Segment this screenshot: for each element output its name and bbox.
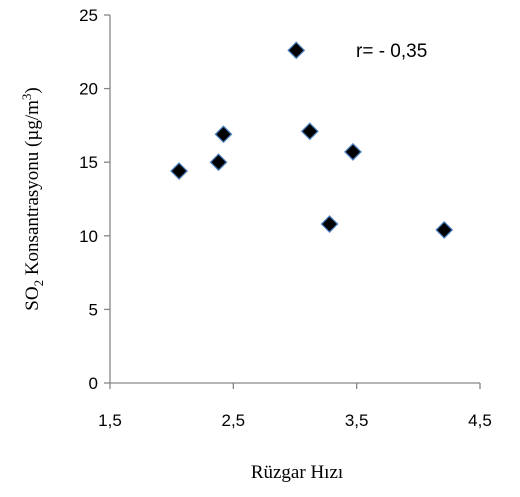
- y-tick-label: 15: [79, 153, 98, 172]
- data-point: [214, 125, 233, 144]
- correlation-annotation: r= - 0,35: [356, 41, 427, 62]
- data-point: [209, 153, 228, 172]
- y-tick-label: 0: [89, 374, 98, 393]
- y-tick-label: 10: [79, 227, 98, 246]
- y-tick-label: 25: [79, 6, 98, 25]
- y-tick-label: 5: [89, 300, 98, 319]
- y-axis-title-superscript: 3: [19, 94, 34, 101]
- data-points: [170, 41, 454, 239]
- x-tick-label: 2,5: [222, 411, 246, 430]
- data-point: [435, 220, 454, 239]
- x-tick-label: 4,5: [468, 411, 492, 430]
- data-point: [344, 142, 362, 161]
- y-axis-title-suffix: Konsantrasyonu (µg/m: [22, 100, 43, 280]
- y-axis-title-close: ): [22, 87, 43, 93]
- x-axis-title: Rüzgar Hızı: [251, 462, 343, 483]
- data-point: [287, 41, 306, 60]
- data-point: [320, 215, 339, 233]
- y-axis-title-subscript: 2: [31, 280, 46, 287]
- x-tick-group: 1,5 2,5 3,5 4,5: [98, 383, 492, 430]
- y-axis-title: SO2 Konsantrasyonu (µg/m3): [19, 87, 46, 310]
- x-tick-label: 1,5: [98, 411, 122, 430]
- y-tick-group: 0 5 10 15 20 25: [79, 6, 110, 393]
- data-point: [300, 122, 319, 141]
- x-tick-label: 3,5: [345, 411, 369, 430]
- y-tick-label: 20: [79, 80, 98, 99]
- data-point: [170, 162, 188, 180]
- y-axis-title-prefix: SO: [22, 286, 43, 310]
